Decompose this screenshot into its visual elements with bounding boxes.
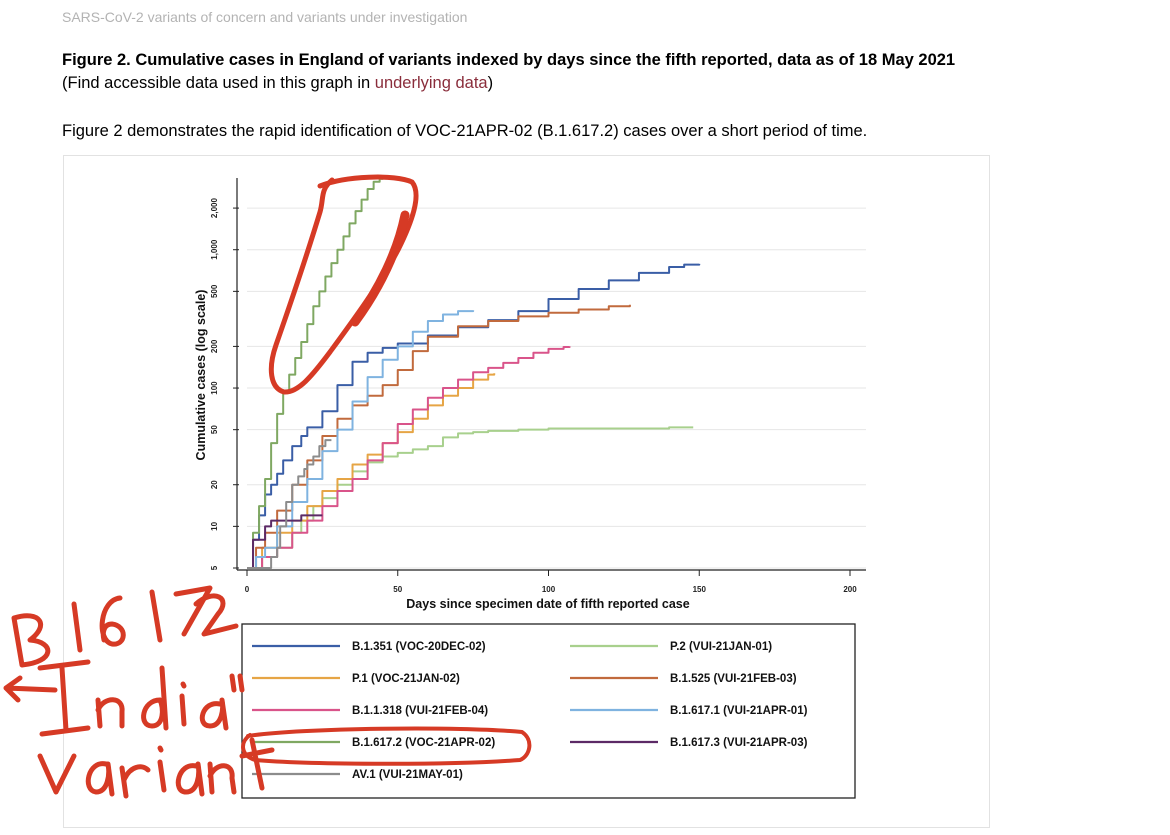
legend-label: B.1.617.2 (VOC-21APR-02) [352,737,495,749]
x-tick-label: 200 [843,585,857,594]
chart-frame [63,155,990,828]
series-line [247,310,475,569]
circle-around-b16172-curve [268,174,419,395]
legend-label: P.1 (VOC-21JAN-02) [352,673,460,685]
axes: 5 10 20 50 100 200 500 1,000 2,000 0 50 100 150 200 [210,178,866,594]
handwriting-b16172 [11,585,239,668]
legend [241,623,856,799]
series-line [247,177,384,569]
y-tick-label: 10 [210,521,219,530]
subtitle-after: ) [487,74,494,92]
subtitle-before: (Find accessible data used in this graph… [62,74,375,92]
series-line [247,263,701,569]
circle-thick-stroke [350,210,410,327]
series-lines [247,177,701,569]
x-tick-label: 150 [693,585,707,594]
y-tick-label: 50 [210,425,219,434]
y-tick-label: 1,000 [210,239,219,260]
y-tick-label: 100 [210,381,219,395]
grid-lines [247,207,866,569]
legend-label: B.1.1.318 (VUI-21FEB-04) [352,705,488,717]
series-line [247,439,332,569]
series-line [247,514,323,569]
y-tick-label: 20 [210,480,219,489]
x-tick-label: 50 [393,585,402,594]
handwriting-india [3,659,245,737]
handwriting-variant [37,737,275,799]
legend-label: B.1.617.1 (VUI-21APR-01) [670,705,808,717]
legend-label: B.1.351 (VOC-20DEC-02) [352,641,486,653]
y-tick-label: 2,000 [210,198,219,219]
x-tick-label: 100 [542,585,556,594]
x-tick-label: 0 [245,585,250,594]
y-tick-label: 200 [210,339,219,353]
y-tick-label: 5 [210,565,219,570]
legend-label: B.1.525 (VUI-21FEB-03) [670,673,797,685]
y-axis-label: Cumulative cases (log scale) [194,290,208,461]
figure-description: Figure 2 demonstrates the rapid identifi… [62,122,868,140]
series-line [247,346,571,569]
underlying-data-link[interactable]: underlying data [374,74,488,92]
y-tick-label: 500 [210,284,219,298]
page-header: SARS-CoV-2 variants of concern and varia… [62,9,468,25]
series-line [247,304,631,569]
figure-subtitle: (Find accessible data used in this graph… [62,74,493,93]
series-line [247,426,694,569]
legend-label: B.1.617.3 (VUI-21APR-03) [670,737,808,749]
x-axis-label: Days since specimen date of fifth report… [406,597,689,611]
handwritten-annotation [3,174,532,799]
legend-label: P.2 (VUI-21JAN-01) [670,641,772,653]
legend-label: AV.1 (VUI-21MAY-01) [352,769,463,781]
figure-title: Figure 2. Cumulative cases in England of… [62,51,956,69]
legend-entries: B.1.351 (VOC-20DEC-02) P.2 (VUI-21JAN-01)… [252,641,808,781]
